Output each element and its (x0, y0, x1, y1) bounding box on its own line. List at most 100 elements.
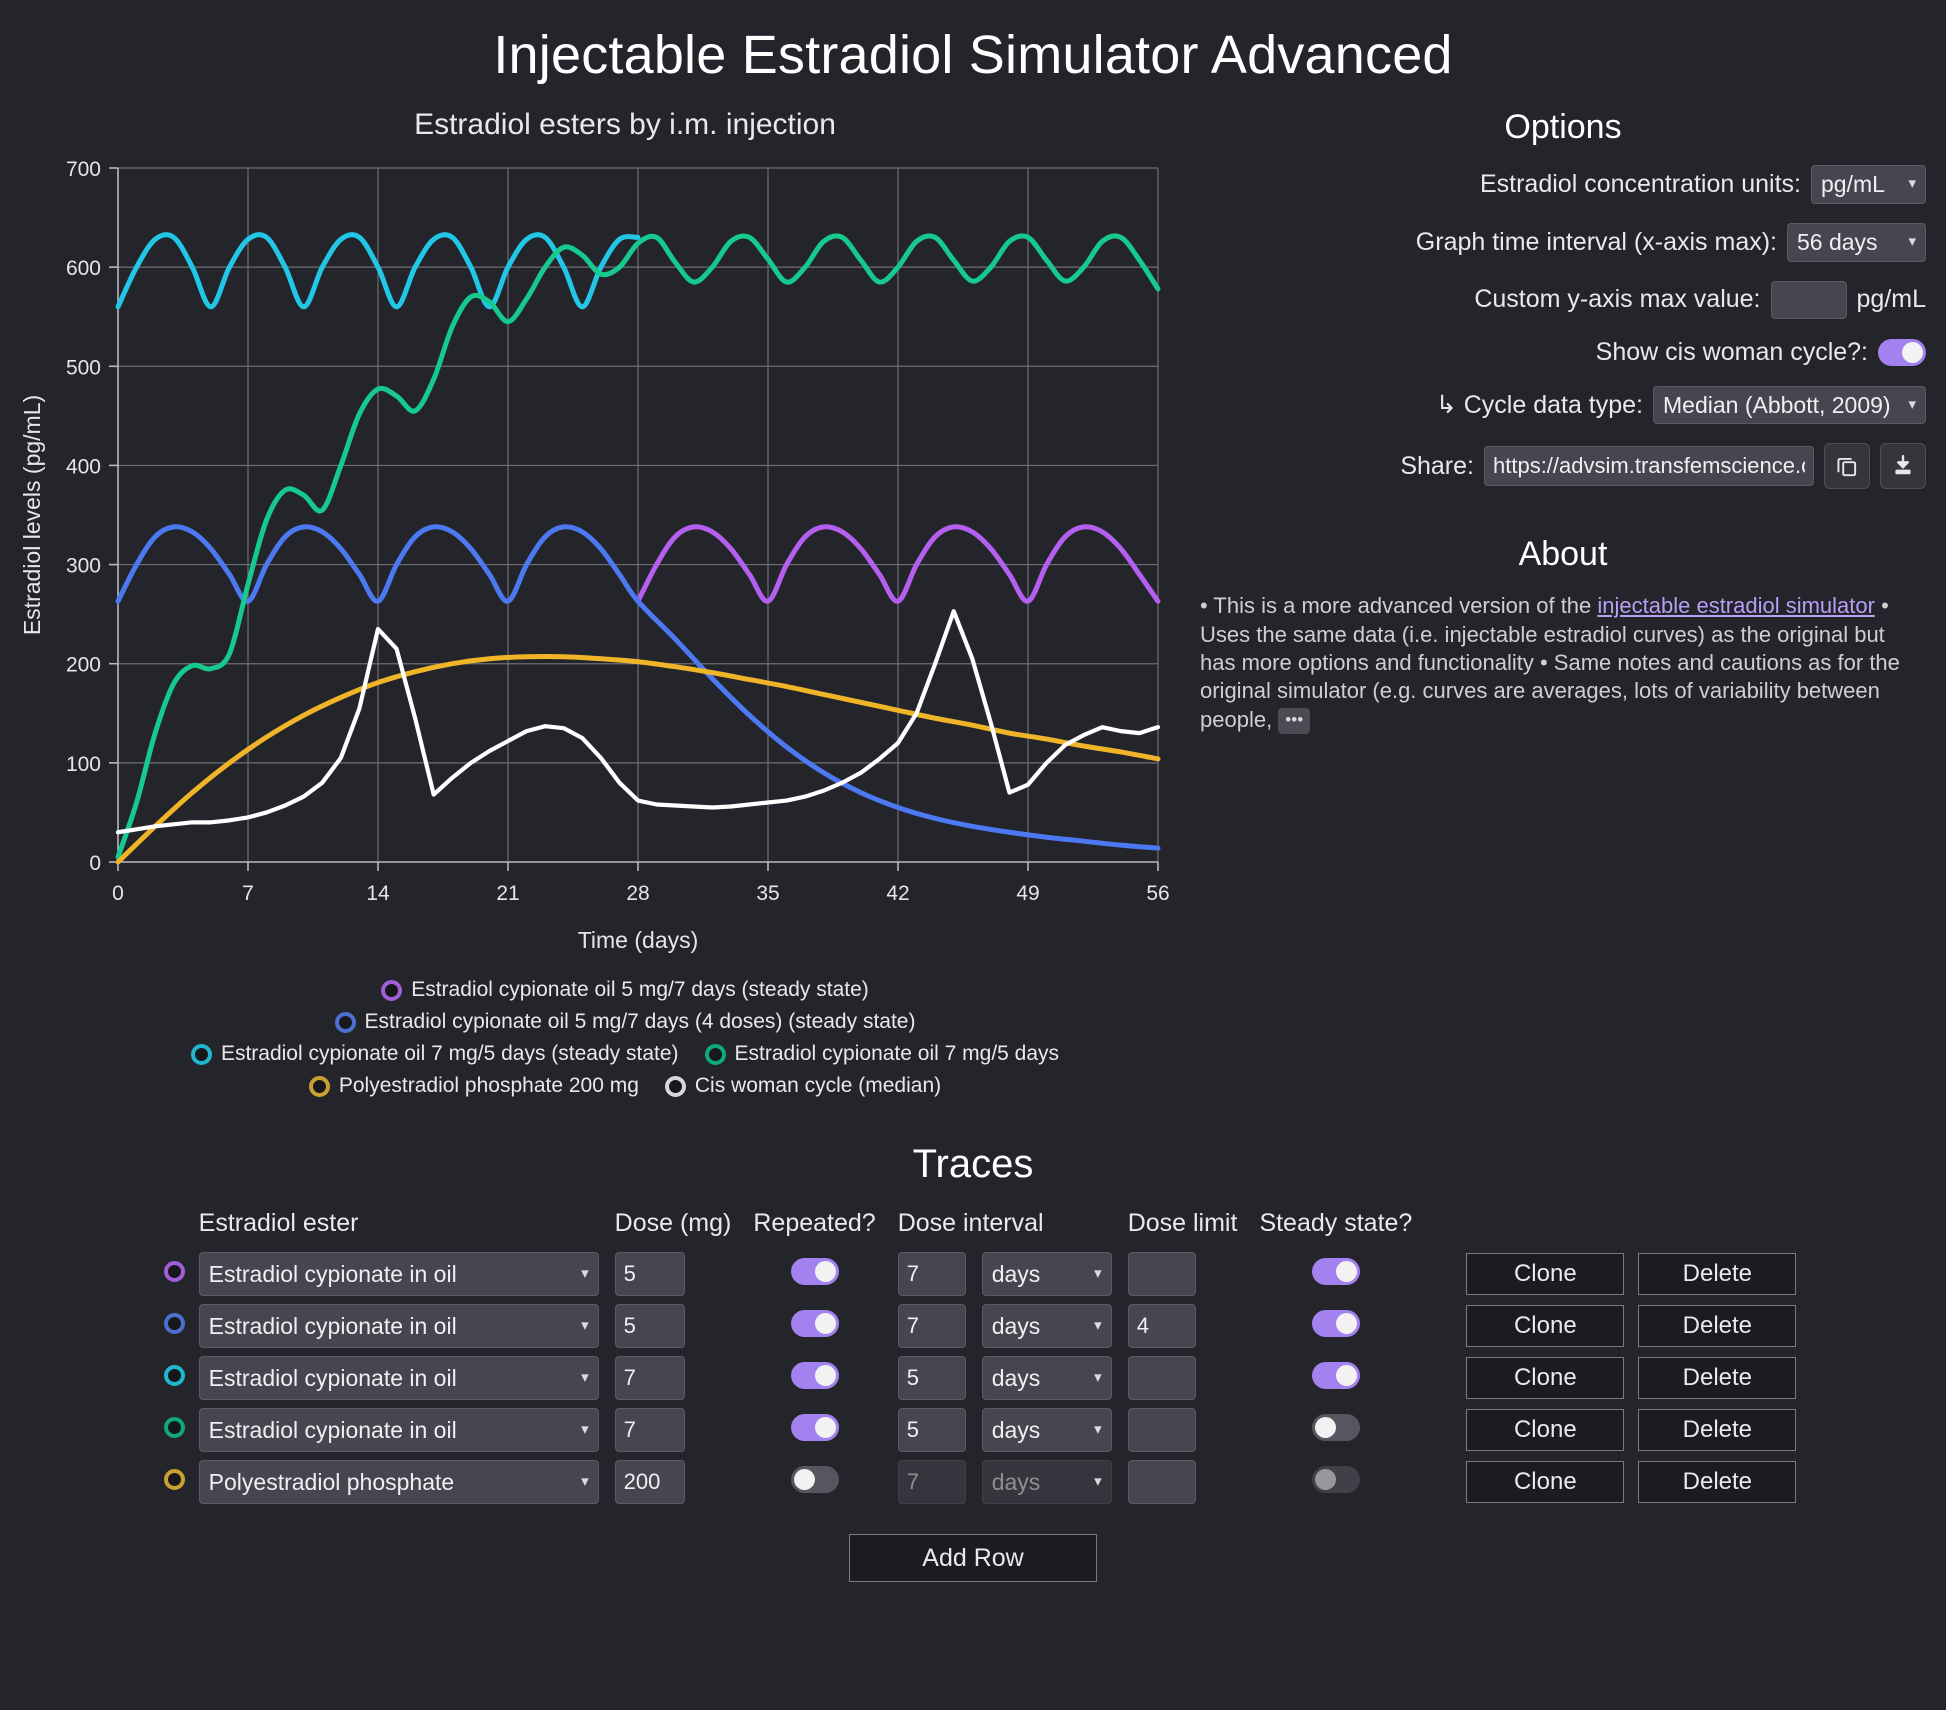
time-interval-select[interactable]: 7 days14 days28 days56 days84 days182 da… (1787, 222, 1926, 262)
injectable-simulator-link[interactable]: injectable estradiol simulator (1597, 593, 1875, 619)
interval-unit-select-row-3[interactable]: daysweeksmonths (981, 1356, 1112, 1400)
legend-row-4: Polyestradiol phosphate 200 mg Cis woman… (50, 1074, 1200, 1098)
interval-unit-select-row-2[interactable]: daysweeksmonths (981, 1304, 1112, 1348)
ester-select-wrap: Estradiol cypionate in oilEstradiol vale… (198, 1356, 599, 1400)
delete-button-row-3[interactable]: Delete (1638, 1357, 1797, 1399)
delete-button-row-4[interactable]: Delete (1638, 1409, 1797, 1451)
series-path-3 (115, 233, 1161, 860)
table-row: Estradiol cypionate in oilEstradiol vale… (150, 1404, 1797, 1456)
dose-input-row-3[interactable] (614, 1356, 685, 1400)
share-label: Share: (1400, 451, 1474, 480)
legend-item-ec7mg5d[interactable]: Estradiol cypionate oil 7 mg/5 days (704, 1042, 1059, 1066)
cycle-type-select[interactable]: Mean (Stricker, 2006)Median (Abbott, 200… (1653, 385, 1926, 425)
repeated-toggle-row-3[interactable] (790, 1362, 839, 1389)
svg-text:Estradiol levels (pg/mL): Estradiol levels (pg/mL) (19, 395, 45, 635)
dose-input-row-2[interactable] (614, 1304, 685, 1348)
series-path-0 (635, 524, 1161, 604)
main-layout: Estradiol esters by i.m. injection 0 100 2… (0, 108, 1946, 1106)
ester-cell: Estradiol cypionate in oilEstradiol vale… (198, 1456, 599, 1508)
legend-swatch (381, 979, 403, 1001)
about-more-button[interactable]: ••• (1278, 707, 1311, 734)
repeated-toggle-row-2[interactable] (790, 1310, 839, 1337)
dose-input-row-4[interactable] (614, 1408, 685, 1452)
repeated-toggle-row-1[interactable] (790, 1258, 839, 1285)
copy-icon[interactable] (1824, 443, 1870, 490)
interval-value-cell (882, 1300, 972, 1352)
trace-color-cell (150, 1248, 199, 1300)
trace-color-swatch (163, 1313, 185, 1334)
interval-input-row-3[interactable] (897, 1356, 966, 1400)
legend-item-ec5mg7d-4doses[interactable]: Estradiol cypionate oil 5 mg/7 days (4 d… (334, 1010, 915, 1034)
svg-text:56: 56 (1146, 882, 1169, 905)
clone-button-row-4[interactable]: Clone (1466, 1409, 1625, 1451)
trace-color-swatch (163, 1417, 185, 1438)
dose-limit-input-row-3[interactable] (1127, 1356, 1196, 1400)
add-row-button[interactable]: Add Row (849, 1534, 1097, 1582)
dose-limit-cell (1112, 1352, 1244, 1404)
delete-button-row-2[interactable]: Delete (1638, 1305, 1797, 1347)
traces-table-body: Estradiol cypionate in oilEstradiol vale… (150, 1248, 1797, 1508)
interval-unit-select-row-1[interactable]: daysweeksmonths (981, 1252, 1112, 1296)
legend-item-pep200[interactable]: Polyestradiol phosphate 200 mg (308, 1074, 639, 1098)
interval-unit-select-row-4[interactable]: daysweeksmonths (981, 1408, 1112, 1452)
legend-item-ec5mg7d-ss[interactable]: Estradiol cypionate oil 5 mg/7 days (ste… (381, 978, 869, 1002)
trace-color-swatch (163, 1469, 185, 1490)
legend-swatch (308, 1075, 330, 1097)
interval-value-cell (882, 1248, 972, 1300)
steady-state-toggle-row-3[interactable] (1311, 1362, 1360, 1389)
ymax-input[interactable] (1770, 280, 1847, 319)
interval-input-row-4[interactable] (897, 1408, 966, 1452)
ester-select-row-4[interactable]: Estradiol cypionate in oilEstradiol vale… (198, 1408, 599, 1452)
svg-text:28: 28 (626, 882, 649, 905)
ester-select-row-5[interactable]: Estradiol cypionate in oilEstradiol vale… (198, 1460, 599, 1504)
dose-input-row-1[interactable] (614, 1252, 685, 1296)
header-ester: Estradiol ester (198, 1209, 359, 1237)
ester-cell: Estradiol cypionate in oilEstradiol vale… (198, 1300, 599, 1352)
clone-cell: Clone (1418, 1352, 1625, 1404)
steady-state-cell (1243, 1300, 1418, 1352)
units-label: Estradiol concentration units: (1479, 169, 1801, 198)
interval-unit-cell: daysweeksmonths▾ (972, 1248, 1112, 1300)
legend-item-cis-cycle[interactable]: Cis woman cycle (median) (664, 1074, 941, 1098)
steady-state-toggle-row-2[interactable] (1311, 1310, 1360, 1337)
header-dose: Dose (mg) (614, 1209, 732, 1237)
steady-state-cell (1243, 1404, 1418, 1456)
header-interval: Dose interval (897, 1209, 1044, 1237)
dose-limit-input-row-2[interactable] (1127, 1304, 1196, 1348)
share-url-input[interactable] (1484, 446, 1814, 487)
dose-limit-input-row-1[interactable] (1127, 1252, 1196, 1296)
svg-text:42: 42 (886, 882, 909, 905)
delete-button-row-1[interactable]: Delete (1638, 1253, 1797, 1295)
units-select[interactable]: pg/mLpmol/L (1811, 165, 1926, 204)
interval-input-row-2[interactable] (897, 1304, 966, 1348)
repeated-toggle-row-5[interactable] (790, 1466, 839, 1493)
legend-label: Estradiol cypionate oil 5 mg/7 days (ste… (411, 978, 869, 1001)
clone-button-row-3[interactable]: Clone (1466, 1357, 1625, 1399)
option-share-row: Share: (1200, 443, 1926, 490)
delete-button-row-5[interactable]: Delete (1638, 1461, 1797, 1503)
repeated-toggle-row-4[interactable] (790, 1414, 839, 1441)
show-cycle-toggle[interactable] (1878, 338, 1926, 366)
ester-select-row-3[interactable]: Estradiol cypionate in oilEstradiol vale… (198, 1356, 599, 1400)
steady-state-toggle-row-1[interactable] (1311, 1258, 1360, 1285)
dose-limit-input-row-4[interactable] (1127, 1408, 1196, 1452)
clone-button-row-2[interactable]: Clone (1466, 1305, 1625, 1347)
svg-text:35: 35 (756, 882, 779, 905)
clone-cell: Clone (1418, 1248, 1625, 1300)
clone-button-row-1[interactable]: Clone (1466, 1253, 1625, 1295)
svg-text:300: 300 (66, 555, 101, 578)
units-select-wrap: pg/mLpmol/L ▾ (1811, 165, 1926, 204)
ester-select-row-2[interactable]: Estradiol cypionate in oilEstradiol vale… (198, 1304, 599, 1348)
legend-item-ec7mg5d-ss[interactable]: Estradiol cypionate oil 7 mg/5 days (ste… (190, 1042, 679, 1066)
steady-state-toggle-row-4[interactable] (1311, 1414, 1360, 1441)
download-icon[interactable] (1880, 443, 1926, 490)
dose-limit-input-row-5[interactable] (1127, 1460, 1196, 1504)
ester-select-row-1[interactable]: Estradiol cypionate in oilEstradiol vale… (198, 1252, 599, 1296)
interval-input-row-1[interactable] (897, 1252, 966, 1296)
options-heading: Options (1504, 108, 1622, 146)
interval-unit-wrap: daysweeksmonths▾ (981, 1460, 1112, 1504)
clone-button-row-5[interactable]: Clone (1466, 1461, 1625, 1503)
header-steady: Steady state? (1259, 1209, 1413, 1237)
dose-input-row-5[interactable] (614, 1460, 685, 1504)
page-title: Injectable Estradiol Simulator Advanced (493, 25, 1453, 85)
